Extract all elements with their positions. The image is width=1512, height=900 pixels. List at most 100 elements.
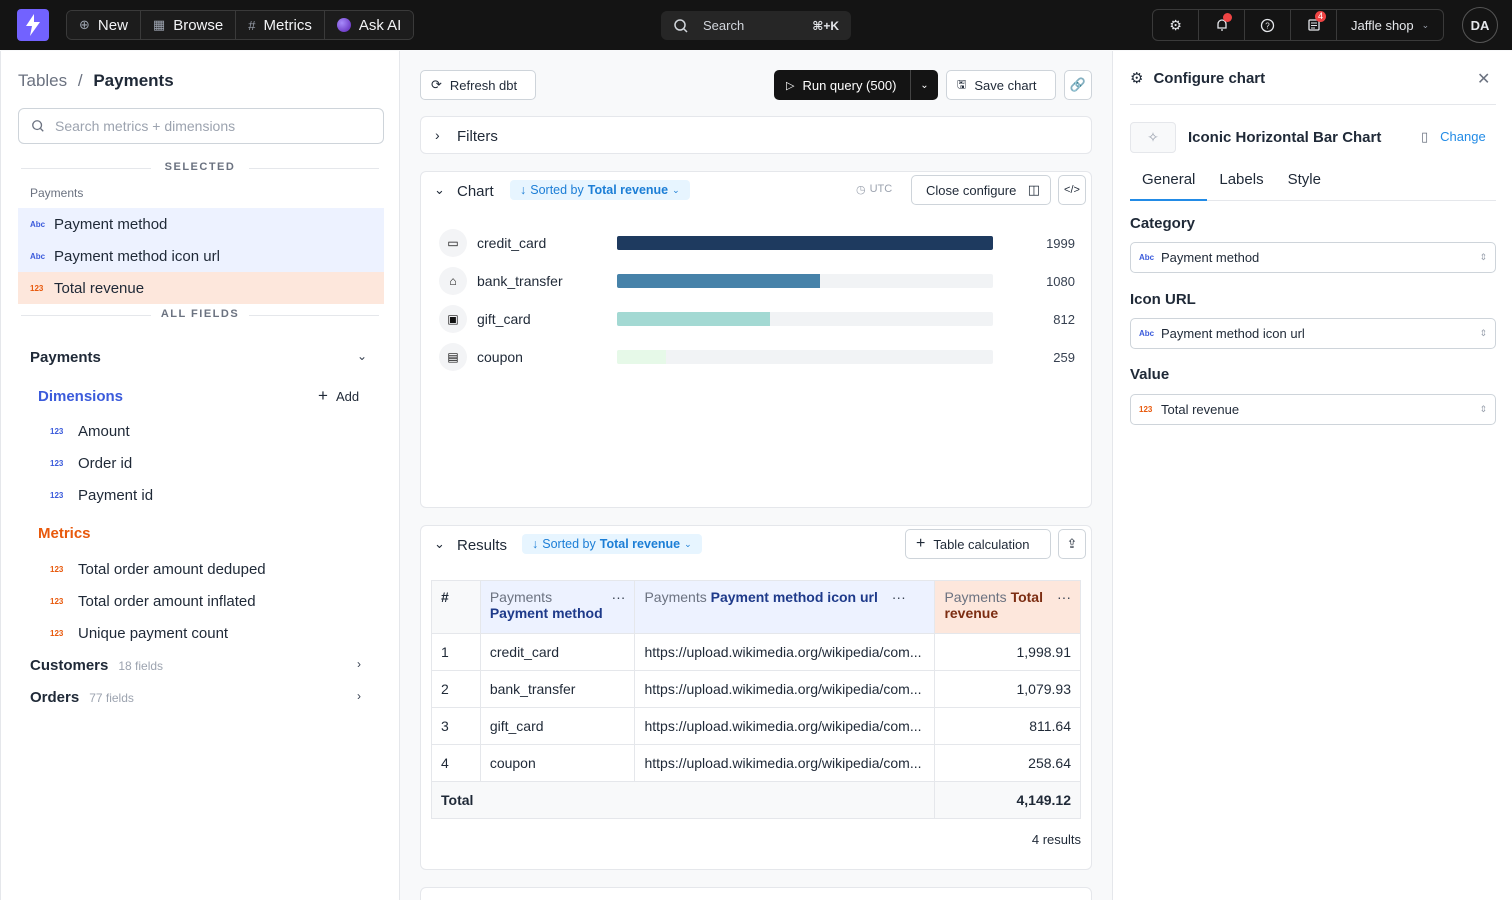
table-calculation-button[interactable]: + Table calculation	[905, 529, 1051, 559]
lightdash-logo[interactable]	[17, 9, 49, 41]
chevron-right-icon[interactable]: ›	[357, 689, 361, 703]
column-header-payment-method-icon-url[interactable]: Payments Payment method icon url ···	[634, 580, 936, 634]
bar[interactable]	[617, 236, 993, 250]
ask-ai-button[interactable]: Ask AI	[324, 11, 414, 39]
bar[interactable]	[617, 312, 770, 326]
cell-payment-method[interactable]: bank_transfer	[479, 670, 636, 708]
announcement-count-badge: 4	[1314, 11, 1326, 22]
metric-item-unique-payment-count[interactable]: 123 Unique payment count	[50, 625, 228, 642]
category-icon: ▭	[439, 229, 467, 257]
metric-item-total-order-amount-deduped[interactable]: 123 Total order amount deduped	[50, 561, 266, 578]
cell-icon-url[interactable]: https://upload.wikimedia.org/wikipedia/c…	[634, 744, 936, 782]
announcements-button[interactable]: 4	[1291, 10, 1337, 40]
table-row[interactable]: 2 bank_transfer https://upload.wikimedia…	[431, 670, 1081, 708]
icon-url-select[interactable]: Abc Payment method icon url ⇕	[1130, 318, 1496, 349]
global-search[interactable]: Search ⌘+K	[661, 11, 851, 40]
field-search-input[interactable]: Search metrics + dimensions	[18, 108, 384, 144]
dimension-item-payment-id[interactable]: 123 Payment id	[50, 487, 153, 504]
cell-total-revenue[interactable]: 258.64	[934, 744, 1081, 782]
share-link-button[interactable]: 🔗	[1064, 70, 1092, 100]
change-chart-type-button[interactable]: ▯ Change	[1421, 129, 1486, 145]
cell-total-revenue[interactable]: 811.64	[934, 707, 1081, 745]
user-avatar[interactable]: DA	[1462, 7, 1498, 43]
category-select[interactable]: Abc Payment method ⇕	[1130, 242, 1496, 273]
metrics-heading: Metrics	[38, 525, 91, 542]
chevron-down-icon[interactable]: ⌄	[434, 182, 445, 197]
export-button[interactable]: ⇪	[1058, 529, 1086, 559]
tab-labels[interactable]: Labels	[1219, 171, 1264, 188]
bar[interactable]	[617, 274, 821, 288]
selected-heading: SELECTED	[21, 161, 379, 173]
field-count: 77 fields	[89, 690, 134, 705]
table-customers-header[interactable]: Customers 18 fields	[30, 657, 163, 674]
column-header-payment-method[interactable]: Payments ··· Payment method	[479, 580, 636, 634]
select-caret-icon: ⇕	[1479, 404, 1487, 414]
metric-item-total-order-amount-inflated[interactable]: 123 Total order amount inflated	[50, 593, 256, 610]
close-icon[interactable]: ✕	[1477, 71, 1491, 88]
table-row[interactable]: 3 gift_card https://upload.wikimedia.org…	[431, 707, 1081, 745]
chart-sort-pill[interactable]: ↓ Sorted by Total revenue ⌄	[510, 180, 690, 200]
more-dots-icon[interactable]: ···	[891, 589, 906, 605]
tab-style[interactable]: Style	[1287, 171, 1321, 188]
more-dots-icon[interactable]: ···	[611, 589, 626, 605]
cell-icon-url[interactable]: https://upload.wikimedia.org/wikipedia/c…	[634, 633, 936, 671]
selected-field-label: Payment method icon url	[54, 247, 220, 265]
table-name: Payments	[30, 349, 101, 366]
play-icon: ▷	[786, 79, 795, 92]
project-switcher[interactable]: Jaffle shop ⌄	[1337, 10, 1443, 40]
code-view-button[interactable]: </>	[1058, 175, 1086, 205]
bar-category-label: coupon	[477, 349, 523, 365]
run-query-menu-chevron[interactable]: ⌄	[910, 70, 938, 100]
new-button[interactable]: ⊕ New	[67, 11, 141, 39]
run-query-button[interactable]: ▷ Run query (500) ⌄	[774, 70, 938, 100]
svg-text:?: ?	[1265, 21, 1270, 30]
table-row[interactable]: 1 credit_card https://upload.wikimedia.o…	[431, 633, 1081, 671]
sort-field: Total revenue	[599, 537, 681, 551]
sql-card[interactable]	[420, 887, 1092, 900]
cell-icon-url[interactable]: https://upload.wikimedia.org/wikipedia/c…	[634, 707, 936, 745]
dimension-item-amount[interactable]: 123 Amount	[50, 423, 130, 440]
results-sort-pill[interactable]: ↓ Sorted by Total revenue ⌄	[522, 534, 702, 554]
metrics-button[interactable]: # Metrics	[236, 11, 325, 39]
close-configure-button[interactable]: Close configure ◫	[911, 175, 1051, 205]
table-payments-header[interactable]: Payments	[30, 349, 101, 366]
cell-total-revenue[interactable]: 1,079.93	[934, 670, 1081, 708]
cell-payment-method[interactable]: gift_card	[479, 707, 636, 745]
bar[interactable]	[617, 350, 666, 364]
selected-field-total-revenue[interactable]: 123 Total revenue	[18, 272, 384, 304]
link-icon: 🔗	[1069, 77, 1087, 92]
selected-field-payment-method[interactable]: Abc Payment method	[18, 208, 384, 240]
cell-icon-url[interactable]: https://upload.wikimedia.org/wikipedia/c…	[634, 670, 936, 708]
news-icon	[1307, 19, 1320, 31]
bar-track	[617, 274, 993, 288]
sort-prefix: Sorted by	[542, 537, 596, 551]
cell-payment-method[interactable]: credit_card	[479, 633, 636, 671]
selected-field-payment-method-icon-url[interactable]: Abc Payment method icon url	[18, 240, 384, 272]
category-label: Category	[1130, 215, 1196, 232]
cell-payment-method[interactable]: coupon	[479, 744, 636, 782]
column-header-total-revenue[interactable]: Payments ··· Total revenue	[934, 580, 1081, 634]
settings-button[interactable]: ⚙	[1153, 10, 1199, 40]
table-orders-header[interactable]: Orders 77 fields	[30, 689, 134, 706]
save-chart-button[interactable]: 🖫 Save chart	[946, 70, 1056, 100]
table-header-row: # Payments ··· Payment method Payments P…	[431, 580, 1081, 634]
browse-button[interactable]: ▦ Browse	[140, 11, 237, 39]
filters-card[interactable]: › Filters	[420, 116, 1092, 154]
refresh-dbt-button[interactable]: ⟳ Refresh dbt	[420, 70, 536, 100]
layout-sidebar-icon: ◫	[1027, 182, 1040, 197]
chevron-right-icon: ›	[435, 127, 440, 143]
add-dimension-button[interactable]: + Add	[318, 386, 359, 406]
chevron-down-icon[interactable]: ⌄	[434, 536, 445, 551]
table-row[interactable]: 4 coupon https://upload.wikimedia.org/wi…	[431, 744, 1081, 782]
cell-total-revenue[interactable]: 1,998.91	[934, 633, 1081, 671]
notifications-button[interactable]	[1199, 10, 1245, 40]
tab-general[interactable]: General	[1130, 171, 1208, 201]
chevron-down-icon[interactable]: ⌄	[357, 349, 368, 363]
value-select[interactable]: 123 Total revenue ⇕	[1130, 394, 1496, 425]
more-dots-icon[interactable]: ···	[1057, 589, 1071, 605]
help-button[interactable]: ?	[1245, 10, 1291, 40]
value-value: Total revenue	[1161, 402, 1240, 417]
breadcrumb-tables-link[interactable]: Tables	[18, 71, 68, 90]
chevron-right-icon[interactable]: ›	[357, 657, 361, 671]
dimension-item-order-id[interactable]: 123 Order id	[50, 455, 132, 472]
